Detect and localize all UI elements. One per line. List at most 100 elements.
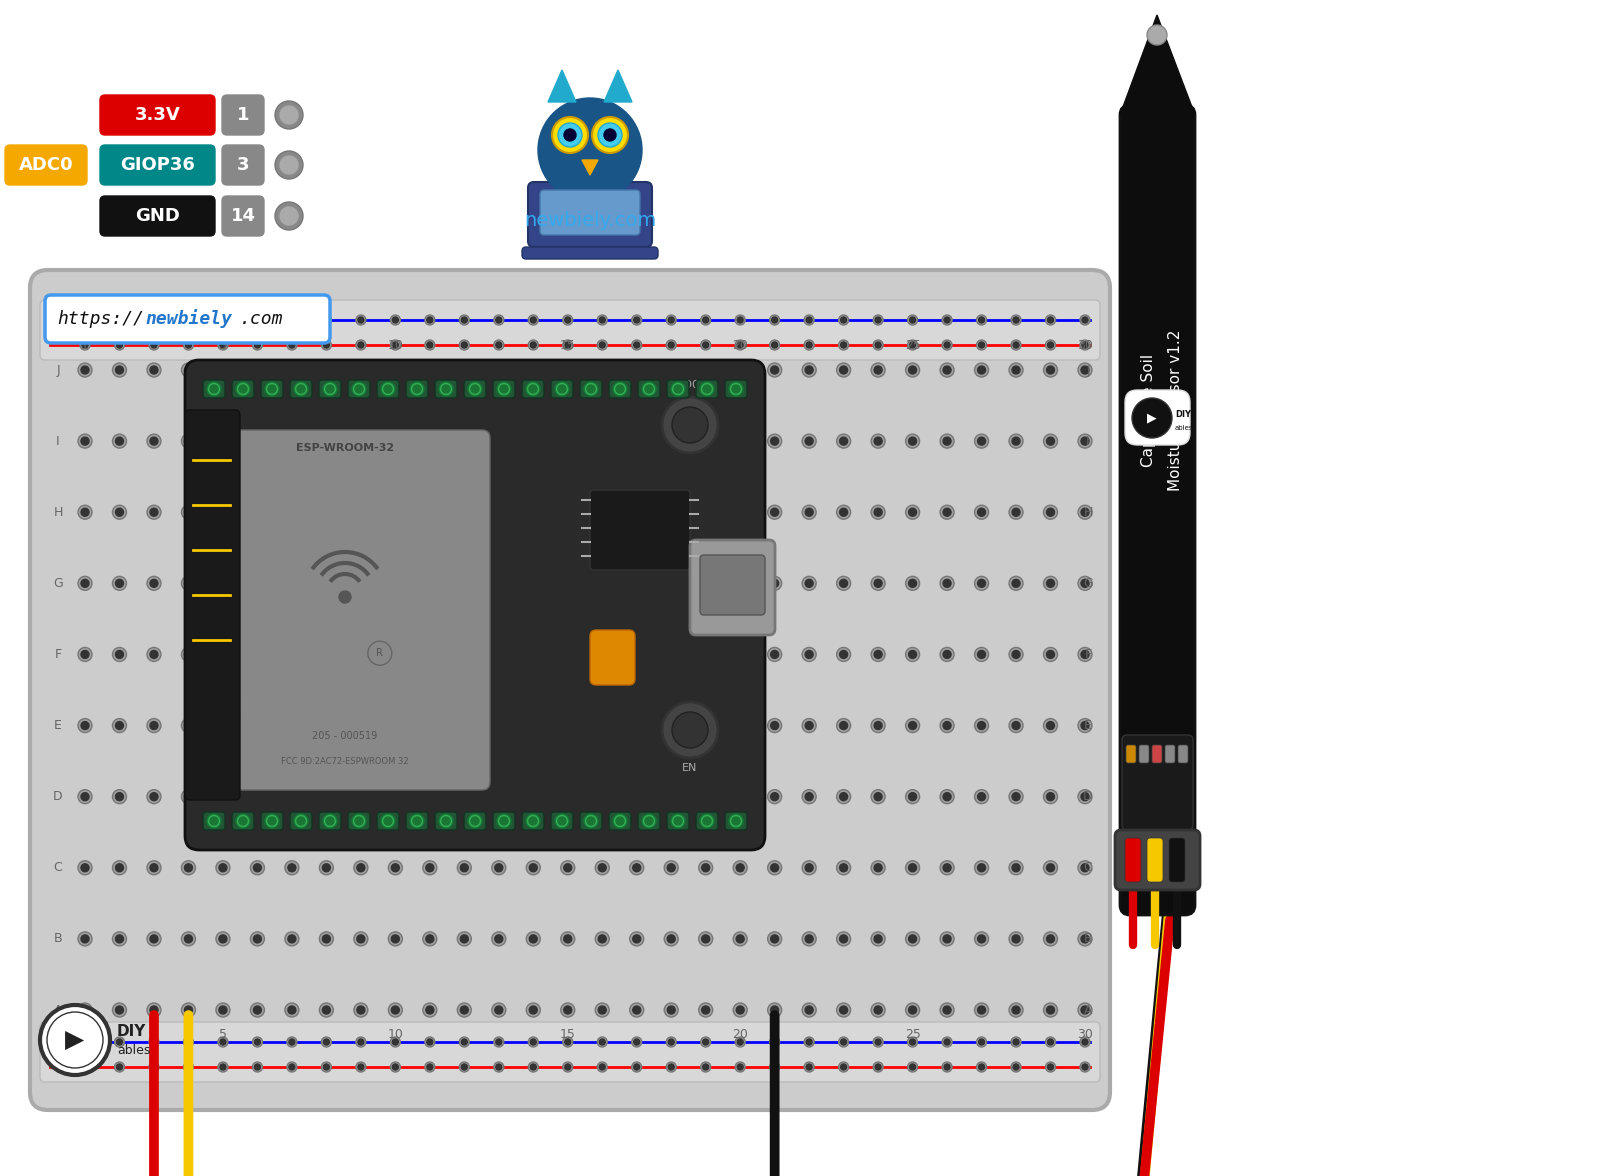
Circle shape <box>564 935 572 943</box>
Circle shape <box>423 434 437 448</box>
Circle shape <box>1012 722 1021 729</box>
Circle shape <box>875 935 883 943</box>
Circle shape <box>734 363 747 377</box>
Circle shape <box>355 385 363 393</box>
Circle shape <box>975 434 988 448</box>
Circle shape <box>237 382 249 396</box>
Circle shape <box>468 814 483 828</box>
Circle shape <box>875 650 883 659</box>
Circle shape <box>598 935 606 943</box>
Circle shape <box>253 580 261 587</box>
Circle shape <box>561 719 575 733</box>
Circle shape <box>322 437 330 445</box>
Circle shape <box>240 385 246 393</box>
Circle shape <box>319 576 334 590</box>
Circle shape <box>457 648 471 661</box>
Circle shape <box>943 340 953 350</box>
Circle shape <box>906 1003 920 1017</box>
Circle shape <box>630 363 643 377</box>
Circle shape <box>219 1005 227 1014</box>
Circle shape <box>735 1062 745 1073</box>
Circle shape <box>494 508 502 516</box>
FancyBboxPatch shape <box>492 380 515 397</box>
Circle shape <box>319 861 334 875</box>
Circle shape <box>595 861 609 875</box>
Circle shape <box>353 506 368 520</box>
Circle shape <box>943 366 951 374</box>
Circle shape <box>701 508 710 516</box>
Circle shape <box>698 861 713 875</box>
Circle shape <box>324 1040 329 1045</box>
FancyBboxPatch shape <box>261 811 283 830</box>
Text: 3.3V: 3.3V <box>134 106 180 123</box>
FancyBboxPatch shape <box>1147 838 1163 882</box>
FancyBboxPatch shape <box>407 811 428 830</box>
Circle shape <box>492 506 505 520</box>
Circle shape <box>703 385 711 393</box>
Circle shape <box>1009 506 1024 520</box>
Circle shape <box>494 1037 504 1047</box>
Circle shape <box>909 864 917 871</box>
Circle shape <box>149 340 159 350</box>
Circle shape <box>943 508 951 516</box>
Circle shape <box>1012 1040 1019 1045</box>
Circle shape <box>185 318 191 323</box>
Circle shape <box>633 580 642 587</box>
Circle shape <box>703 1064 708 1070</box>
Circle shape <box>977 366 985 374</box>
Circle shape <box>562 1037 573 1047</box>
FancyBboxPatch shape <box>319 811 340 830</box>
Circle shape <box>151 508 159 516</box>
Circle shape <box>564 864 572 871</box>
Circle shape <box>768 648 782 661</box>
Circle shape <box>807 342 812 348</box>
Circle shape <box>1132 397 1171 437</box>
Text: G: G <box>1084 577 1094 590</box>
Circle shape <box>275 101 303 129</box>
Text: A: A <box>1084 1003 1092 1016</box>
Circle shape <box>149 1037 159 1047</box>
Circle shape <box>220 1064 225 1070</box>
Circle shape <box>642 814 656 828</box>
Text: J: J <box>57 363 60 376</box>
Circle shape <box>633 1005 642 1014</box>
Circle shape <box>1077 648 1092 661</box>
Circle shape <box>735 508 744 516</box>
FancyBboxPatch shape <box>590 490 690 570</box>
Circle shape <box>40 1005 110 1075</box>
Circle shape <box>595 789 609 803</box>
Circle shape <box>561 648 575 661</box>
Circle shape <box>768 931 782 946</box>
Circle shape <box>426 793 434 801</box>
Circle shape <box>112 1003 126 1017</box>
Circle shape <box>667 437 676 445</box>
Circle shape <box>460 1062 470 1073</box>
Circle shape <box>564 722 572 729</box>
Circle shape <box>734 648 747 661</box>
Circle shape <box>285 789 300 803</box>
Circle shape <box>410 382 424 396</box>
Text: 3: 3 <box>237 156 249 174</box>
Text: EN: EN <box>682 763 698 773</box>
Circle shape <box>1011 1037 1021 1047</box>
Circle shape <box>734 861 747 875</box>
Circle shape <box>1077 931 1092 946</box>
FancyBboxPatch shape <box>319 380 340 397</box>
Circle shape <box>975 931 988 946</box>
Circle shape <box>288 722 296 729</box>
Circle shape <box>612 382 627 396</box>
FancyBboxPatch shape <box>222 145 264 185</box>
Circle shape <box>872 434 885 448</box>
Circle shape <box>112 434 126 448</box>
Circle shape <box>183 1037 193 1047</box>
Circle shape <box>598 508 606 516</box>
Circle shape <box>530 1005 538 1014</box>
Circle shape <box>735 793 744 801</box>
FancyBboxPatch shape <box>348 811 369 830</box>
Circle shape <box>353 719 368 733</box>
Circle shape <box>701 793 710 801</box>
Circle shape <box>732 817 740 826</box>
Circle shape <box>288 318 295 323</box>
FancyBboxPatch shape <box>407 380 428 397</box>
Circle shape <box>771 1040 778 1045</box>
